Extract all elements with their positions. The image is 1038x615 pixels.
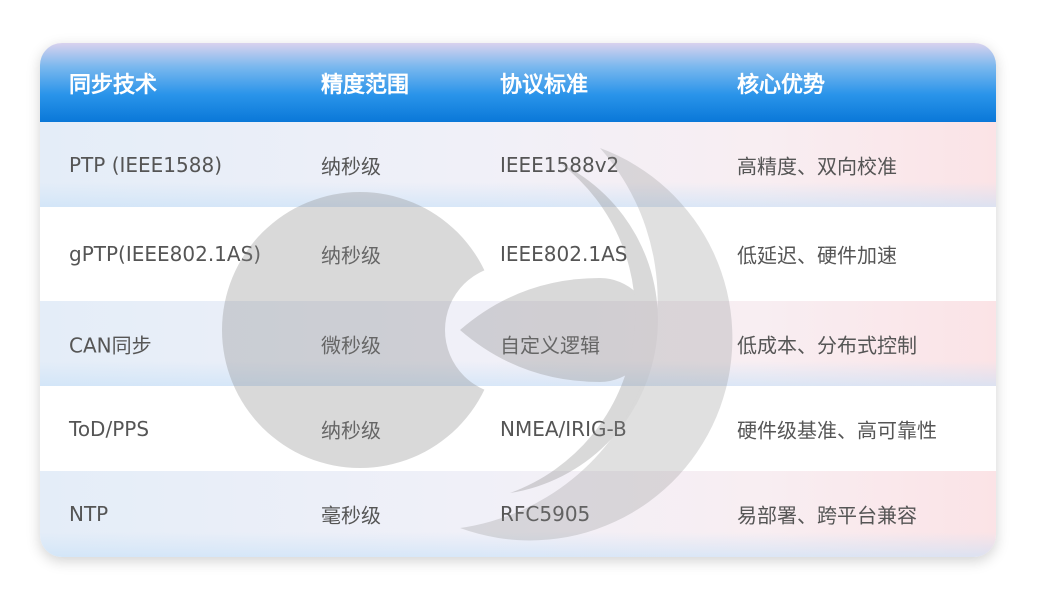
cell-precision: 纳秒级 xyxy=(321,418,381,442)
cell-precision: 微秒级 xyxy=(321,333,381,357)
cell-technology: NTP xyxy=(69,502,109,526)
table-row: CAN同步 微秒级 自定义逻辑 低成本、分布式控制 xyxy=(40,301,996,386)
cell-precision: 毫秒级 xyxy=(321,503,381,528)
table-row: NTP 毫秒级 RFC5905 易部署、跨平台兼容 xyxy=(40,471,996,557)
cell-protocol: IEEE802.1AS xyxy=(500,242,628,266)
table-row: PTP (IEEE1588) 纳秒级 IEEE1588v2 高精度、双向校准 xyxy=(40,122,996,207)
cell-protocol: RFC5905 xyxy=(500,502,591,526)
cell-advantage: 易部署、跨平台兼容 xyxy=(737,503,917,528)
table-header: 同步技术 精度范围 协议标准 核心优势 xyxy=(40,43,996,122)
cell-technology: ToD/PPS xyxy=(69,416,150,441)
cell-protocol: NMEA/IRIG-B xyxy=(500,416,627,441)
cell-technology: gPTP(IEEE802.1AS) xyxy=(69,242,262,266)
header-advantage: 核心优势 xyxy=(737,72,826,98)
cell-precision: 纳秒级 xyxy=(321,243,381,268)
cell-advantage: 低延迟、硬件加速 xyxy=(737,243,897,268)
cell-advantage: 低成本、分布式控制 xyxy=(737,333,917,357)
cell-protocol: IEEE1588v2 xyxy=(500,152,620,177)
comparison-table: 同步技术 精度范围 协议标准 核心优势 PTP (IEEE1588) 纳秒级 I… xyxy=(40,43,996,557)
table-row: gPTP(IEEE802.1AS) 纳秒级 IEEE802.1AS 低延迟、硬件… xyxy=(40,207,996,301)
cell-advantage: 高精度、双向校准 xyxy=(737,154,897,178)
cell-technology: PTP (IEEE1588) xyxy=(69,152,223,177)
header-protocol: 协议标准 xyxy=(500,72,589,98)
cell-technology: CAN同步 xyxy=(69,333,152,357)
cell-precision: 纳秒级 xyxy=(321,154,381,178)
header-precision: 精度范围 xyxy=(321,72,410,98)
cell-advantage: 硬件级基准、高可靠性 xyxy=(737,418,937,442)
header-technology: 同步技术 xyxy=(69,72,158,98)
table-row: ToD/PPS 纳秒级 NMEA/IRIG-B 硬件级基准、高可靠性 xyxy=(40,386,996,471)
cell-protocol: 自定义逻辑 xyxy=(500,333,600,357)
